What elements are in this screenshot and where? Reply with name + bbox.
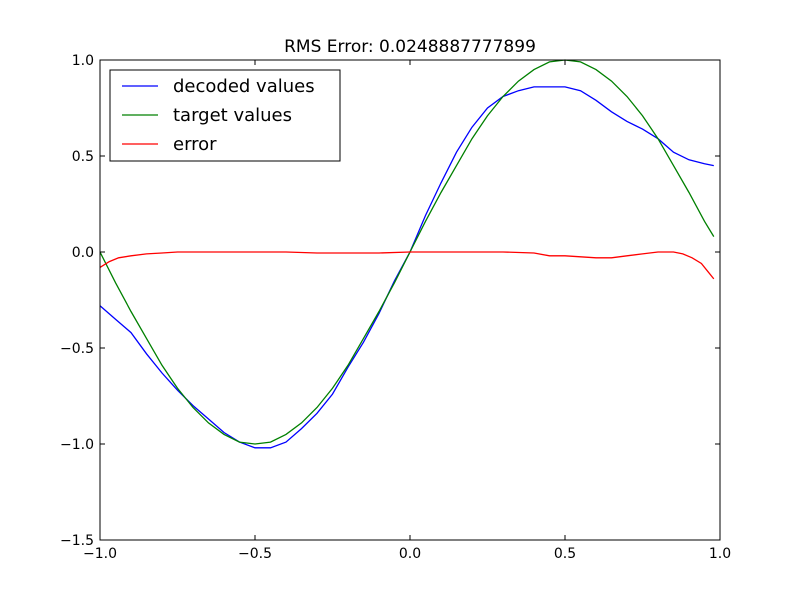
- y-tick-label: 1.0: [72, 53, 94, 69]
- y-tick-label: −0.5: [60, 341, 94, 357]
- x-tick-label: −0.5: [238, 546, 272, 562]
- chart-title: RMS Error: 0.0248887777899: [284, 37, 536, 57]
- x-tick-label: 0.0: [399, 546, 421, 562]
- y-tick-label: 0.5: [72, 149, 94, 165]
- series-layer: [99, 59, 715, 449]
- legend-label-1: target values: [173, 105, 292, 126]
- legend-label-2: error: [173, 134, 217, 155]
- legend: decoded values target values error: [109, 69, 341, 162]
- x-tick-label: 1.0: [709, 546, 731, 562]
- series-line-2: [99, 251, 715, 280]
- y-tick-label: −1.0: [60, 437, 94, 453]
- legend-label-0: decoded values: [173, 76, 315, 97]
- x-tick-label: 0.5: [554, 546, 576, 562]
- y-tick-label: −1.5: [60, 533, 94, 549]
- plot-frame: [99, 59, 721, 541]
- y-tick-label: 0.0: [72, 245, 94, 261]
- x-tick-label: −1.0: [83, 546, 117, 562]
